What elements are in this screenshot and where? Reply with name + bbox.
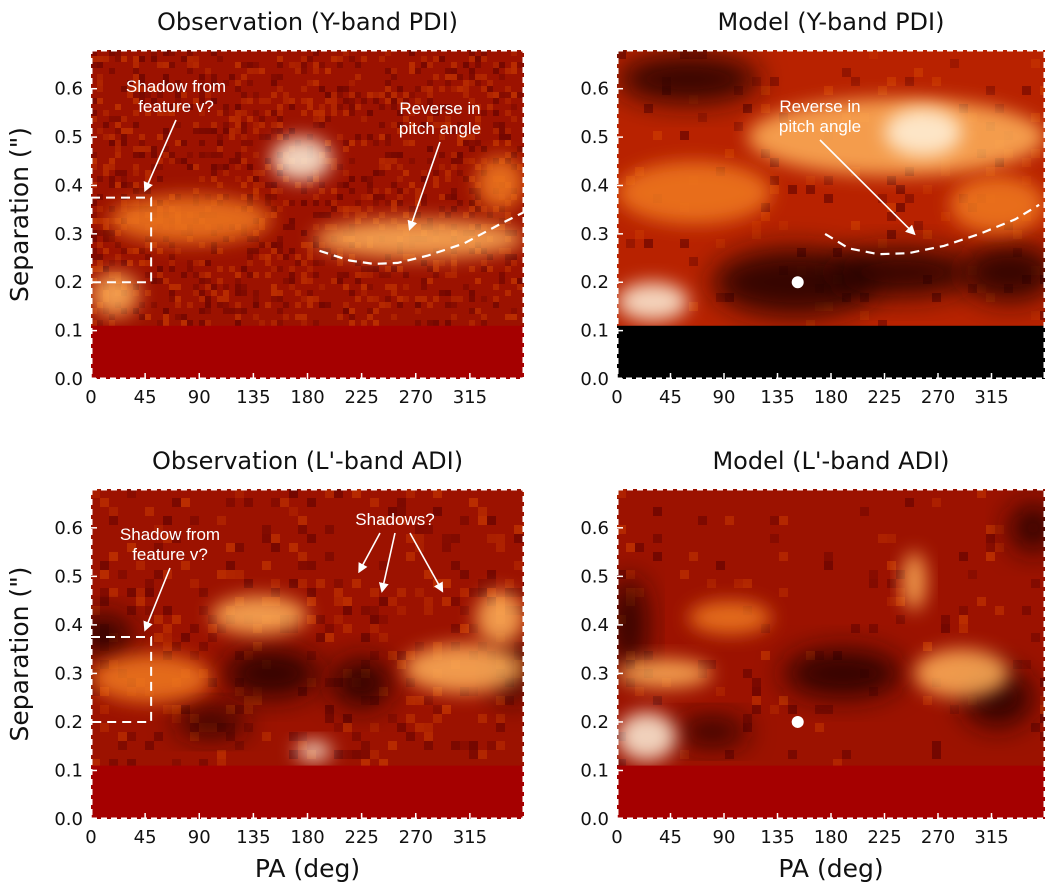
annotation-arrow: [378, 532, 396, 593]
panel-title: Model (Y-band PDI): [718, 8, 945, 36]
y-tick-label: 0.6: [54, 79, 83, 100]
y-tick-label: 0.2: [54, 712, 83, 733]
x-tick-label: 0: [611, 827, 622, 848]
y-tick-label: 0.4: [580, 175, 609, 196]
dashed-curve: [824, 203, 1040, 256]
planet-marker: [791, 715, 804, 728]
panel-2: 0 45 90 135 180 225 270 315 0.0 0.1 0.2 0.3 0.4 0.5 0.…: [580, 8, 1046, 408]
y-tick-label: 0.4: [54, 175, 83, 196]
y-tick-label: 0.5: [54, 566, 83, 587]
dashed-box: [91, 196, 153, 284]
y-tick-label: 0.0: [580, 809, 609, 830]
heatmap-image: [91, 50, 524, 379]
x-tick-label: 90: [188, 387, 211, 408]
y-tick-label: 0.1: [580, 321, 609, 342]
x-tick-label: 90: [713, 387, 736, 408]
panel-4: 0 45 90 135 180 225 270 315 0.0 0.1 0.2 0.3 0.4 0.5 0.…: [580, 447, 1046, 883]
y-tick-label: 0.1: [54, 321, 83, 342]
y-tick-label: 0.2: [54, 272, 83, 293]
annotation-text: Shadow from feature v?: [126, 77, 226, 116]
annotation-text: Shadows?: [355, 510, 434, 529]
y-tick-label: 0.3: [580, 663, 609, 684]
x-tick-label: 135: [236, 827, 270, 848]
panel-title: Model (L'-band ADI): [712, 447, 949, 475]
y-tick-label: 0.5: [580, 566, 609, 587]
heatmap-image: [617, 50, 1045, 379]
panel-title: Observation (L'-band ADI): [152, 447, 463, 475]
y-tick-label: 0.2: [580, 712, 609, 733]
x-tick-label: 270: [399, 827, 433, 848]
x-tick-label: 0: [85, 827, 96, 848]
annotation-arrow: [819, 139, 916, 236]
heatmap-image: [91, 489, 524, 819]
x-tick-label: 225: [344, 387, 378, 408]
x-tick-label: 180: [814, 827, 848, 848]
y-tick-label: 0.2: [580, 272, 609, 293]
annotation-arrow: [409, 532, 444, 593]
x-tick-label: 0: [85, 387, 96, 408]
y-tick-label: 0.5: [54, 127, 83, 148]
y-tick-label: 0.6: [580, 79, 609, 100]
x-tick-label: 45: [659, 387, 682, 408]
y-tick-label: 0.0: [580, 369, 609, 390]
x-tick-label: 315: [974, 387, 1008, 408]
dashed-curve: [319, 211, 525, 266]
x-tick-label: 180: [290, 827, 324, 848]
x-tick-label: 90: [713, 827, 736, 848]
x-tick-label: 315: [453, 827, 487, 848]
annotation-text: Reverse in pitch angle: [399, 99, 481, 138]
plot-frame: [89, 487, 526, 821]
y-axis-label: Separation ("): [5, 127, 34, 302]
y-tick-label: 0.1: [580, 760, 609, 781]
x-axis-label: PA (deg): [255, 854, 360, 883]
x-tick-label: 90: [188, 827, 211, 848]
x-tick-label: 0: [611, 387, 622, 408]
x-axis-label: PA (deg): [778, 854, 883, 883]
x-tick-label: 270: [921, 387, 955, 408]
x-tick-label: 270: [399, 387, 433, 408]
y-tick-label: 0.6: [54, 518, 83, 539]
annotation-text: Shadow from feature v?: [120, 525, 220, 564]
y-tick-label: 0.0: [54, 809, 83, 830]
x-tick-label: 135: [236, 387, 270, 408]
annotation-arrow: [358, 532, 381, 574]
x-tick-label: 45: [134, 387, 157, 408]
x-tick-label: 315: [453, 387, 487, 408]
annotation-text: Reverse in pitch angle: [779, 97, 861, 136]
panel-1: 0 45 90 135 180 225 270 315 0.0 0.1 0.2 0.3 0.4 0.5 0.…: [5, 8, 526, 408]
x-tick-label: 180: [814, 387, 848, 408]
planet-marker: [791, 276, 804, 289]
x-tick-label: 135: [760, 387, 794, 408]
y-tick-label: 0.0: [54, 369, 83, 390]
x-tick-label: 225: [867, 827, 901, 848]
y-tick-label: 0.3: [54, 663, 83, 684]
panel-title: Observation (Y-band PDI): [157, 8, 458, 36]
heatmap-image: [617, 489, 1045, 819]
x-tick-label: 180: [290, 387, 324, 408]
x-tick-label: 270: [921, 827, 955, 848]
x-tick-label: 225: [344, 827, 378, 848]
y-axis-label: Separation ("): [5, 567, 34, 742]
annotation-arrow: [407, 141, 441, 231]
y-tick-label: 0.5: [580, 127, 609, 148]
y-tick-label: 0.1: [54, 760, 83, 781]
annotation-arrow: [143, 119, 177, 193]
y-tick-label: 0.3: [54, 224, 83, 245]
x-tick-label: 135: [760, 827, 794, 848]
y-tick-label: 0.6: [580, 518, 609, 539]
annotation-arrow: [143, 567, 171, 632]
x-tick-label: 225: [867, 387, 901, 408]
dashed-box: [91, 636, 153, 723]
x-tick-label: 315: [974, 827, 1008, 848]
panel-3: 0 45 90 135 180 225 270 315 0.0 0.1 0.2 0.3 0.4 0.5 0.…: [5, 447, 526, 883]
x-tick-label: 45: [134, 827, 157, 848]
y-tick-label: 0.3: [580, 224, 609, 245]
x-tick-label: 45: [659, 827, 682, 848]
y-tick-label: 0.4: [54, 615, 83, 636]
y-tick-label: 0.4: [580, 615, 609, 636]
